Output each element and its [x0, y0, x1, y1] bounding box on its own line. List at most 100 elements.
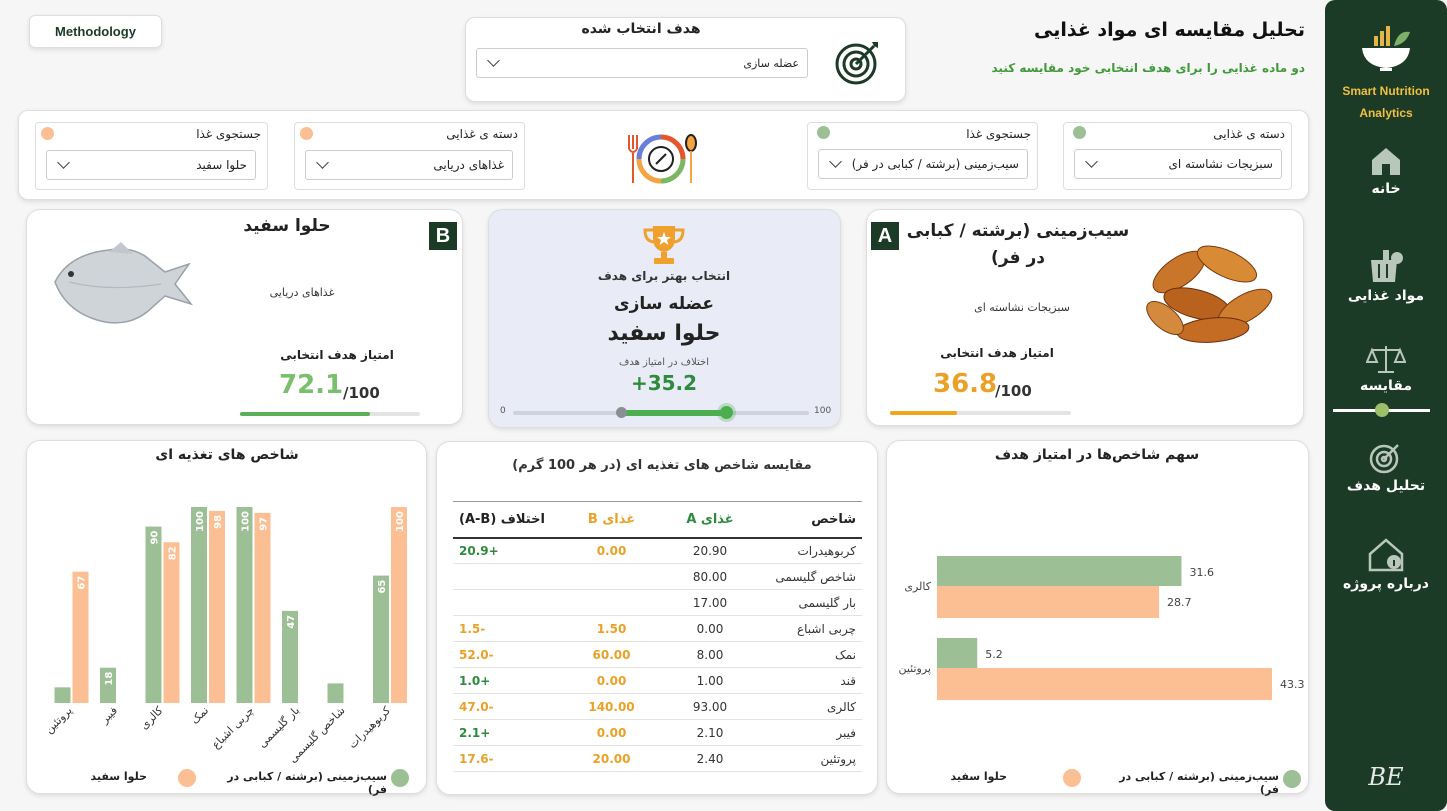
nav-label: مواد غذایی [1347, 288, 1425, 304]
food-a-score: 36.8 [933, 369, 998, 399]
food-a-cell: 93.00 [664, 693, 756, 720]
score-b-marker[interactable] [719, 406, 733, 419]
nav-label: خانه [1371, 181, 1401, 197]
best-choice-winner: حلوا سفید [607, 321, 721, 346]
bar-food-b[interactable] [163, 542, 180, 703]
best-choice-card: انتخاب بهتر برای هدف عضله سازی حلوا سفید… [488, 209, 841, 428]
legend-b-swatch [1063, 769, 1081, 787]
col-metric[interactable]: شاخص [756, 501, 862, 539]
table-row: چربی اشباع 0.00 1.50 -1.5 [453, 615, 862, 642]
page-subtitle: دو ماده غذایی را برای هدف انتخابی خود مق… [991, 61, 1306, 75]
bar-food-a[interactable] [145, 526, 162, 703]
bar-food-a[interactable] [282, 610, 298, 703]
bar-food-b[interactable] [209, 510, 225, 703]
bar-food-b[interactable] [72, 571, 89, 703]
food-b-card: B حلوا سفید غذاهای دریایی امتیاز هدف انت… [26, 209, 463, 425]
scale-icon [1365, 346, 1407, 373]
x-tick-label: نمک [188, 704, 211, 727]
food-b-score-track [240, 412, 420, 416]
food-a-category-select[interactable]: سبزیجات نشاسته ای [1074, 149, 1282, 179]
best-choice-diff-label: اختلاف در امتیاز هدف [618, 357, 710, 368]
table-row: نمک 8.00 60.00 -52.0 [453, 641, 862, 668]
bar-food-a[interactable] [373, 575, 389, 703]
food-b-cell: 60.00 [559, 641, 664, 668]
goal-select[interactable]: عضله سازی [476, 48, 808, 78]
food-b-cell: 140.00 [559, 693, 664, 720]
metric-cell: قند [756, 667, 862, 694]
bar-value: 28.7 [1167, 596, 1192, 609]
legend-b-label: حلوا سفید [90, 770, 148, 783]
nav-item-compare[interactable]: مقایسه [1325, 344, 1447, 402]
bar-food-b[interactable] [391, 507, 407, 703]
food-b-cell: 0.00 [559, 537, 664, 564]
food-b-score-max: /100 [343, 384, 380, 402]
col-food-a[interactable]: غذای A [664, 501, 756, 539]
food-a-score-label: امتیاز هدف انتخابی [940, 346, 1054, 360]
nav-item-foods[interactable]: مواد غذایی [1325, 246, 1447, 304]
bar-food-a[interactable] [191, 507, 207, 703]
food-a-color-dot [1073, 126, 1086, 139]
bar-food-a[interactable] [100, 667, 116, 703]
bar-food-b[interactable] [254, 512, 271, 703]
methodology-button[interactable]: Methodology [29, 15, 162, 48]
nav-item-home[interactable]: خانه [1325, 145, 1447, 203]
slider-max-label: 100 [814, 406, 832, 416]
food-a-score-fill [890, 411, 957, 415]
food-b-category-value: غذاهای دریایی [433, 158, 504, 172]
food-a-cell: 20.90 [664, 537, 756, 564]
food-a-cell: 17.00 [664, 589, 756, 616]
bar-value: 31.6 [1189, 566, 1214, 579]
score-a-marker[interactable] [616, 407, 628, 418]
bar-label: 82 [168, 546, 179, 560]
nav-item-goal-analysis[interactable]: تحلیل هدف [1325, 440, 1447, 498]
food-b-score-label: امتیاز هدف انتخابی [280, 348, 394, 362]
contribution-chart-card: سهم شاخص‌ها در امتیاز هدف 31.6 28.7 کالری 5… [886, 440, 1309, 796]
col-diff[interactable]: اختلاف (A-B) [453, 501, 559, 539]
food-a-cell: 0.00 [664, 615, 756, 642]
legend-b-label: حلوا سفید [950, 770, 1008, 783]
fish-image [54, 242, 194, 324]
food-b-badge: B [429, 222, 457, 250]
logo-icon [1362, 26, 1410, 71]
bar-food-b[interactable] [937, 668, 1272, 700]
metric-cell: بار گلیسمی [756, 589, 862, 616]
food-b-cell: 20.00 [559, 745, 664, 772]
nav-label: درباره پروژه [1343, 576, 1429, 592]
col-food-b[interactable]: غذای B [559, 501, 664, 539]
legend-a-label: سیب‌زمینی (برشته / کبابی در فر) [227, 770, 387, 796]
y-tick-label: پروتئین [898, 662, 931, 675]
table-title: مقایسه شاخص های تغذیه ای (در هر 100 گرم) [512, 458, 812, 473]
bar-food-a[interactable] [327, 683, 344, 703]
bar-food-a[interactable] [54, 687, 71, 703]
food-b-category-select[interactable]: غذاهای دریایی [305, 150, 513, 180]
filter-a-category: دسته ی غذایی سبزیجات نشاسته ای [1063, 122, 1292, 190]
food-a-cell: 2.40 [664, 745, 756, 772]
table-row: کالری 93.00 140.00 -47.0 [453, 693, 862, 720]
signature-logo: BE [1368, 763, 1404, 791]
nav-item-about[interactable]: درباره پروژه [1325, 538, 1447, 596]
bar-food-a[interactable] [937, 638, 978, 668]
food-a-search-select[interactable]: سیب‌زمینی (برشته / کبابی در فر) [818, 149, 1028, 179]
diff-cell [453, 589, 559, 616]
food-a-cell: 2.10 [664, 719, 756, 746]
bar-label: 47 [286, 615, 297, 629]
bar-food-a[interactable] [236, 507, 253, 703]
food-a-category-value: سبزیجات نشاسته ای [1168, 157, 1273, 171]
bar-food-b[interactable] [937, 586, 1160, 618]
filter-a-search: جستجوی غذا سیب‌زمینی (برشته / کبابی در ف… [807, 122, 1038, 190]
filter-panel: جستجوی غذا حلوا سفید دسته ی غذایی غذاهای… [18, 110, 1309, 200]
diff-cell: -47.0 [453, 693, 559, 720]
home-icon [1372, 148, 1400, 175]
table-row: شاخص گلیسمی 80.00 [453, 563, 862, 590]
food-b-color-dot [41, 127, 54, 140]
food-a-cell: 8.00 [664, 641, 756, 668]
bar-food-a[interactable] [937, 556, 1182, 586]
food-b-category: غذاهای دریایی [269, 286, 335, 299]
food-b-score: 72.1 [279, 370, 344, 400]
contribution-bar-chart: 31.6 28.7 کالری 5.2 43.3 پروتئین [898, 556, 1305, 700]
table-row: بار گلیسمی 17.00 [453, 589, 862, 616]
diff-cell: -1.5 [453, 615, 559, 642]
food-b-search-select[interactable]: حلوا سفید [46, 150, 256, 180]
trophy-icon [643, 226, 685, 264]
food-b-search-value: حلوا سفید [196, 158, 247, 172]
